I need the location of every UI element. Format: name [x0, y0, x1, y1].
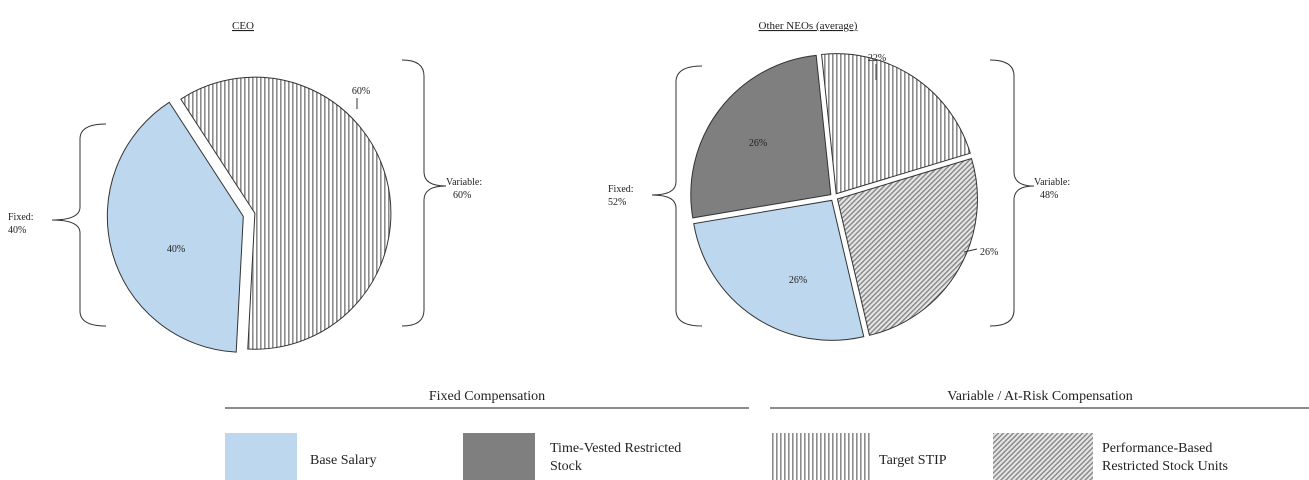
neo-slice-target-stip [821, 53, 971, 195]
neo-slice-base-salary-label: 26% [789, 275, 807, 286]
neo-performance-rsu-leader-line [963, 248, 978, 253]
ceo-fixed-value: 40% [8, 225, 26, 236]
neo-variable-label: Variable: [1034, 177, 1070, 188]
legend-swatch-time-vested-stock [463, 433, 535, 480]
neo-slice-time-vested-stock [690, 54, 832, 219]
neo-variable-brace [989, 59, 1035, 327]
legend-label-target-stip: Target STIP [879, 453, 947, 468]
neo-slice-performance-rsu [836, 157, 978, 336]
legend-swatch-performance-rsu [993, 433, 1093, 480]
neo-slice-base-salary [693, 199, 865, 341]
ceo-fixed-brace [51, 123, 107, 327]
legend-label-performance-rsu-line2: Restricted Stock Units [1102, 459, 1228, 474]
legend-group-fixed-compensation: Fixed Compensation [429, 389, 545, 404]
neo-pie-chart: Other NEOs (average) 22% 26% 26% 26% Fix… [608, 20, 1070, 341]
ceo-slice-base-salary-label: 40% [167, 244, 185, 255]
legend-swatch-target-stip [770, 433, 870, 480]
legend-label-time-vested-stock: Time-Vested Restricted [550, 441, 681, 456]
legend-label-base-salary: Base Salary [310, 453, 376, 468]
legend-label-time-vested-stock-line2: Stock [550, 459, 582, 474]
neo-fixed-value: 52% [608, 197, 626, 208]
legend: Fixed Compensation Variable / At-Risk Co… [225, 389, 1309, 480]
neo-fixed-label: Fixed: [608, 184, 634, 195]
ceo-slice-target-stip-label: 60% [352, 86, 370, 97]
neo-slice-target-stip-label: 22% [868, 53, 886, 64]
ceo-fixed-label: Fixed: [8, 212, 34, 223]
ceo-slice-target-stip [180, 76, 392, 350]
legend-group-variable-compensation: Variable / At-Risk Compensation [947, 389, 1132, 404]
ceo-pie-chart: CEO 60% 40% Fixed: 40% Variable: 60% [8, 20, 482, 353]
ceo-slice-base-salary [106, 101, 244, 353]
neo-slice-performance-rsu-label: 26% [980, 247, 998, 258]
ceo-variable-value: 60% [453, 190, 471, 201]
ceo-variable-label: Variable: [446, 177, 482, 188]
neo-fixed-brace [651, 65, 703, 327]
neo-variable-value: 48% [1040, 190, 1058, 201]
neo-chart-title: Other NEOs (average) [759, 20, 858, 32]
ceo-variable-brace [401, 59, 447, 327]
legend-label-performance-rsu: Performance-Based [1102, 441, 1212, 456]
ceo-chart-title: CEO [232, 20, 254, 32]
neo-slice-time-vested-stock-label: 26% [749, 138, 767, 149]
legend-swatch-base-salary [225, 433, 297, 480]
